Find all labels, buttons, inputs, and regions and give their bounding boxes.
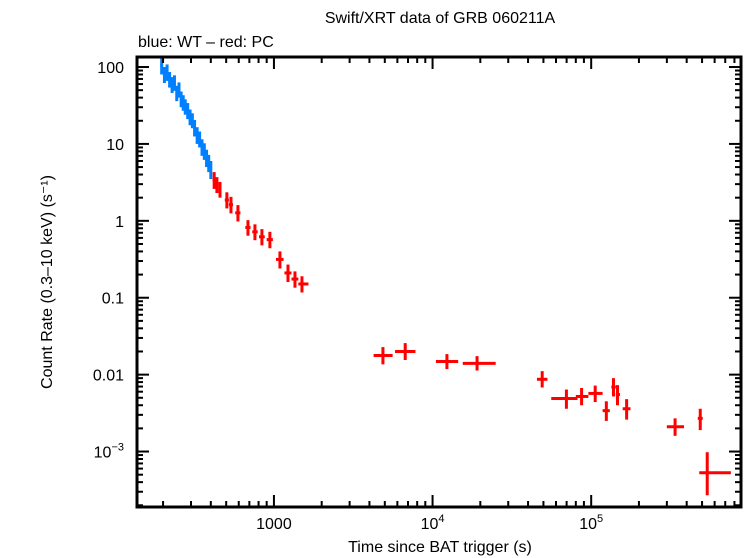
data-point — [622, 399, 631, 420]
data-point — [218, 181, 222, 198]
data-point — [697, 408, 703, 431]
data-point — [224, 192, 229, 209]
tick-labels: 1000 104 105 100 10 1 0.1 0.01 10−3 — [93, 60, 603, 533]
data-point — [275, 251, 284, 269]
y-tick-label: 10−3 — [94, 442, 124, 462]
data-point — [435, 354, 459, 370]
data-point — [186, 103, 190, 120]
data-point — [266, 231, 273, 249]
y-tick-label: 10 — [106, 137, 124, 154]
chart-subtitle: blue: WT – red: PC — [138, 34, 274, 51]
data-point — [215, 177, 219, 194]
data-point — [611, 378, 616, 397]
data-point — [258, 229, 265, 246]
data-point — [212, 172, 216, 189]
data-point — [170, 77, 174, 93]
data-point — [193, 119, 197, 137]
data-point — [177, 82, 181, 98]
plot-frame — [135, 55, 743, 509]
data-point — [373, 347, 393, 365]
y-tick-label: 100 — [97, 60, 124, 77]
y-tick-label: 0.01 — [93, 368, 124, 385]
data-point — [666, 418, 685, 436]
x-axis-label: Time since BAT trigger (s) — [348, 539, 532, 556]
series-pc — [212, 172, 731, 496]
data-point — [252, 224, 258, 241]
data-point — [228, 196, 234, 214]
y-axis-label: Count Rate (0.3–10 keV) (s⁻¹) — [39, 175, 56, 389]
data-point — [245, 220, 251, 236]
data-point — [165, 64, 169, 81]
data-point — [284, 264, 292, 283]
data-point — [602, 401, 610, 421]
data-point — [198, 131, 202, 148]
y-tick-label: 1 — [115, 214, 124, 231]
data-layer — [160, 57, 731, 496]
data-point — [172, 75, 176, 91]
data-point — [168, 72, 172, 88]
data-point — [160, 57, 164, 75]
x-tick-label: 104 — [421, 513, 445, 533]
series-wt — [160, 57, 213, 179]
data-point — [195, 127, 199, 144]
data-point — [536, 371, 548, 388]
data-point — [183, 99, 187, 115]
data-point — [395, 343, 416, 360]
data-point — [235, 205, 241, 222]
y-tick-label: 0.1 — [102, 291, 124, 308]
data-point — [200, 139, 204, 156]
chart-title: Swift/XRT data of GRB 060211A — [325, 10, 556, 27]
data-point — [575, 388, 589, 406]
data-point — [699, 452, 731, 496]
data-point — [209, 160, 213, 179]
data-point — [298, 276, 309, 293]
data-point — [551, 389, 578, 409]
data-point — [462, 356, 496, 371]
x-tick-label: 1000 — [256, 516, 292, 533]
x-tick-label: 105 — [579, 513, 603, 533]
data-point — [162, 67, 166, 83]
data-point — [291, 271, 299, 288]
data-point — [188, 109, 192, 126]
ticks-layer — [137, 57, 741, 507]
data-point — [588, 385, 603, 403]
data-point — [615, 385, 621, 406]
